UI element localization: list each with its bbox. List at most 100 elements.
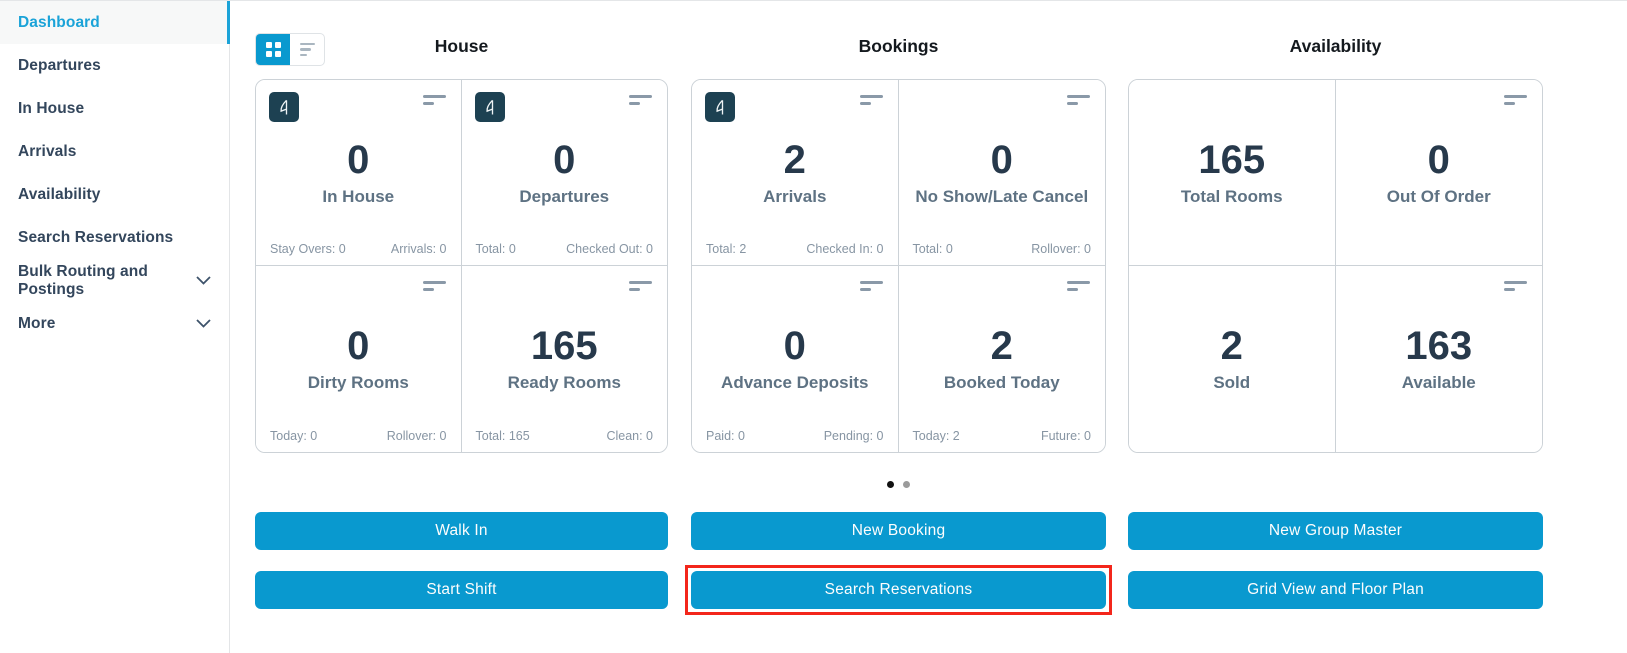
card-label: No Show/Late Cancel bbox=[915, 186, 1089, 206]
card-stat-left: Total: 0 bbox=[475, 242, 516, 256]
card-label: Dirty Rooms bbox=[307, 373, 409, 392]
availability-card-group: 165 Total Rooms 0 Out Of Order 2 Sold 16… bbox=[1128, 79, 1543, 453]
bookings-card-group: 2 Arrivals Total: 2 Checked In: 0 0 No S… bbox=[691, 79, 1106, 453]
sidebar-item-search-reservations[interactable]: Search Reservations bbox=[0, 216, 229, 259]
house-card-group: 0 In House Stay Overs: 0 Arrivals: 0 0 D… bbox=[255, 79, 668, 453]
sidebar-item-in-house[interactable]: In House bbox=[0, 87, 229, 130]
pagination-dot-active[interactable] bbox=[887, 481, 894, 488]
sidebar-item-label: Arrivals bbox=[18, 142, 77, 160]
card-label: In House bbox=[322, 186, 395, 206]
card-total-rooms[interactable]: 165 Total Rooms bbox=[1129, 80, 1336, 266]
card-stat-left: Today: 0 bbox=[270, 429, 318, 443]
card-stat-right: Rollover: 0 bbox=[386, 429, 447, 443]
sidebar-item-label: Bulk Routing and Postings bbox=[18, 262, 148, 298]
chevron-down-icon bbox=[196, 276, 211, 285]
sidebar-nav: Dashboard Departures In House Arrivals A… bbox=[0, 1, 230, 653]
card-menu-icon[interactable] bbox=[1504, 281, 1527, 291]
card-value: 163 bbox=[1405, 324, 1473, 368]
card-value: 0 bbox=[990, 137, 1013, 182]
card-menu-icon[interactable] bbox=[1067, 95, 1090, 105]
card-arrivals[interactable]: 2 Arrivals Total: 2 Checked In: 0 bbox=[692, 80, 899, 266]
view-toggle bbox=[255, 33, 325, 66]
card-label: Available bbox=[1401, 373, 1476, 392]
card-label: Arrivals bbox=[763, 186, 827, 206]
card-dirty-rooms[interactable]: 0 Dirty Rooms Today: 0 Rollover: 0 bbox=[256, 266, 462, 452]
section-title-bookings: Bookings bbox=[858, 36, 939, 56]
card-label: Out Of Order bbox=[1386, 186, 1491, 206]
new-group-master-button[interactable]: New Group Master bbox=[1128, 512, 1543, 550]
card-stat-left: Today: 2 bbox=[912, 429, 960, 443]
card-stat-left: Total: 0 bbox=[912, 242, 953, 256]
card-stat-right: Checked Out: 0 bbox=[566, 242, 653, 256]
carousel-pagination bbox=[691, 481, 1106, 488]
card-stat-right: Arrivals: 0 bbox=[390, 242, 447, 256]
sidebar-item-availability[interactable]: Availability bbox=[0, 173, 229, 216]
brand-logo-icon bbox=[269, 92, 299, 122]
card-value: 0 bbox=[347, 137, 370, 182]
grid-view-button[interactable] bbox=[256, 34, 290, 65]
sidebar-item-more[interactable]: More bbox=[0, 302, 229, 345]
sidebar-item-label: Dashboard bbox=[18, 13, 100, 31]
card-label: Departures bbox=[519, 186, 610, 206]
card-label: Ready Rooms bbox=[507, 373, 621, 392]
walk-in-button[interactable]: Walk In bbox=[255, 512, 668, 550]
card-value: 0 bbox=[783, 324, 806, 368]
card-menu-icon[interactable] bbox=[1504, 95, 1527, 105]
section-title-availability: Availability bbox=[1289, 36, 1382, 56]
card-stat-right: Future: 0 bbox=[1040, 429, 1091, 443]
card-menu-icon[interactable] bbox=[422, 95, 446, 105]
card-stat-left: Paid: 0 bbox=[706, 429, 745, 443]
sidebar-item-departures[interactable]: Departures bbox=[0, 44, 229, 87]
sidebar-item-arrivals[interactable]: Arrivals bbox=[0, 130, 229, 173]
brand-logo-icon bbox=[474, 92, 505, 122]
sidebar-item-label: More bbox=[18, 314, 56, 332]
card-stat-right: Checked In: 0 bbox=[806, 242, 884, 256]
card-value: 0 bbox=[1427, 137, 1450, 182]
card-label: Total Rooms bbox=[1180, 186, 1283, 206]
card-menu-icon[interactable] bbox=[629, 281, 652, 291]
card-menu-icon[interactable] bbox=[629, 95, 652, 105]
grid-view-icon bbox=[265, 42, 281, 57]
section-title-house: House bbox=[434, 36, 489, 56]
sidebar-item-label: Availability bbox=[18, 185, 101, 203]
grid-view-and-floor-plan-button[interactable]: Grid View and Floor Plan bbox=[1128, 571, 1543, 609]
card-sold[interactable]: 2 Sold bbox=[1129, 266, 1336, 452]
card-advance-deposits[interactable]: 0 Advance Deposits Paid: 0 Pending: 0 bbox=[692, 266, 899, 452]
card-menu-icon[interactable] bbox=[859, 281, 883, 291]
new-booking-button[interactable]: New Booking bbox=[691, 512, 1106, 550]
brand-logo-icon bbox=[705, 92, 735, 122]
pagination-dot[interactable] bbox=[903, 481, 910, 488]
card-menu-icon[interactable] bbox=[1067, 281, 1090, 291]
card-out-of-order[interactable]: 0 Out Of Order bbox=[1335, 80, 1542, 266]
card-value: 2 bbox=[1220, 324, 1243, 368]
search-reservations-button[interactable]: Search Reservations bbox=[691, 571, 1106, 609]
card-stat-left: Total: 165 bbox=[475, 429, 530, 443]
sidebar-item-label: Search Reservations bbox=[18, 228, 174, 246]
card-stat-left: Total: 2 bbox=[706, 242, 747, 256]
card-booked-today[interactable]: 2 Booked Today Today: 2 Future: 0 bbox=[898, 266, 1105, 452]
card-value: 165 bbox=[1198, 137, 1266, 182]
card-ready-rooms[interactable]: 165 Ready Rooms Total: 165 Clean: 0 bbox=[461, 266, 667, 452]
card-label: Booked Today bbox=[943, 373, 1060, 392]
chevron-down-icon bbox=[196, 319, 211, 328]
card-stat-right: Clean: 0 bbox=[606, 429, 653, 443]
card-no-show-late-cancel[interactable]: 0 No Show/Late Cancel Total: 0 Rollover:… bbox=[898, 80, 1105, 266]
sidebar-item-label: Departures bbox=[18, 56, 101, 74]
list-view-button[interactable] bbox=[290, 34, 324, 65]
card-label: Sold bbox=[1213, 373, 1251, 392]
sidebar-item-dashboard[interactable]: Dashboard bbox=[0, 1, 230, 44]
card-menu-icon[interactable] bbox=[422, 281, 446, 291]
card-value: 2 bbox=[990, 324, 1013, 368]
card-value: 2 bbox=[783, 137, 806, 182]
card-value: 0 bbox=[553, 137, 576, 182]
card-menu-icon[interactable] bbox=[859, 95, 883, 105]
card-available[interactable]: 163 Available bbox=[1335, 266, 1542, 452]
start-shift-button[interactable]: Start Shift bbox=[255, 571, 668, 609]
card-label: Advance Deposits bbox=[721, 373, 869, 392]
card-departures[interactable]: 0 Departures Total: 0 Checked Out: 0 bbox=[461, 80, 667, 266]
card-stat-right: Pending: 0 bbox=[823, 429, 884, 443]
list-view-icon bbox=[299, 42, 315, 57]
sidebar-item-bulk-routing-and-postings[interactable]: Bulk Routing and Postings bbox=[0, 259, 229, 302]
card-in-house[interactable]: 0 In House Stay Overs: 0 Arrivals: 0 bbox=[256, 80, 462, 266]
